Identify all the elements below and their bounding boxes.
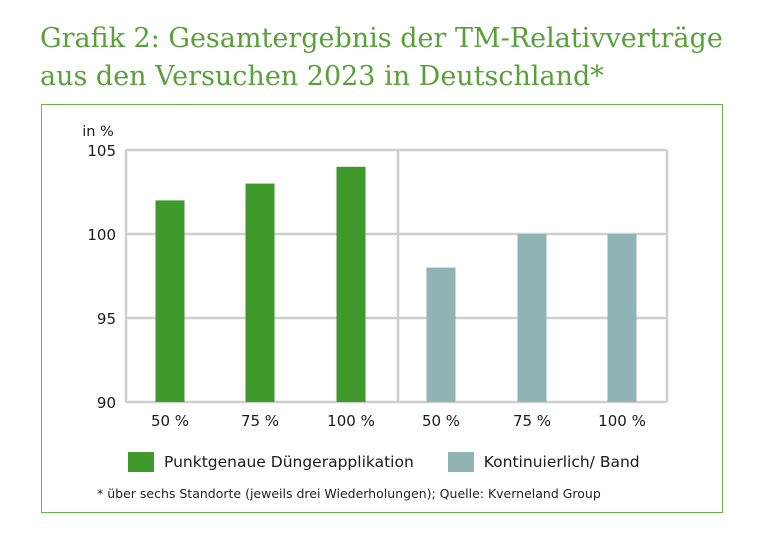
legend-swatch-series-2 xyxy=(447,452,474,472)
bar-2-5 xyxy=(517,234,547,402)
y-tick-label: 100 xyxy=(87,226,116,244)
label-layer: 90 95 100 105 in % 50 % 75 % 100 % 50 % 75 % 100 % xyxy=(82,124,646,430)
x-tick-label: 100 % xyxy=(598,412,646,430)
x-tick-label: 75 % xyxy=(513,412,551,430)
x-tick-label: 50 % xyxy=(422,412,460,430)
chart-title: Grafik 2: Gesamtergebnis der TM-Relativv… xyxy=(40,20,740,96)
legend-label-series-1: Punktgenaue Düngerapplikation xyxy=(164,453,414,471)
y-tick-label: 95 xyxy=(97,310,116,328)
x-tick-label: 50 % xyxy=(151,412,189,430)
legend-label-series-2: Kontinuierlich/ Band xyxy=(483,453,640,471)
y-axis-label: in % xyxy=(82,124,114,140)
legend-item-series-1: Punktgenaue Düngerapplikation xyxy=(128,452,414,472)
bar-2-6 xyxy=(607,234,637,402)
chart-frame xyxy=(41,104,723,513)
bar-1-1 xyxy=(155,200,185,402)
x-tick-label: 100 % xyxy=(327,412,375,430)
legend-item-series-2: Kontinuierlich/ Band xyxy=(447,452,640,472)
bar-1-2 xyxy=(245,183,275,402)
grid-layer xyxy=(124,148,669,404)
chart-legend: Punktgenaue Düngerapplikation Kontinuier… xyxy=(128,450,674,474)
y-tick-label: 105 xyxy=(87,142,116,160)
legend-swatch-series-1 xyxy=(128,452,154,472)
y-tick-label: 90 xyxy=(97,394,116,412)
bar-1-3 xyxy=(336,166,366,402)
x-tick-label: 75 % xyxy=(241,412,279,430)
footnote: * über sechs Standorte (jeweils drei Wie… xyxy=(97,486,601,501)
chart-title-line-1: Grafik 2: Gesamtergebnis der TM-Relativv… xyxy=(40,23,723,54)
chart-title-line-2: aus den Versuchen 2023 in Deutschland* xyxy=(40,61,604,92)
bar-2-4 xyxy=(426,267,456,402)
bar-layer xyxy=(155,166,637,402)
